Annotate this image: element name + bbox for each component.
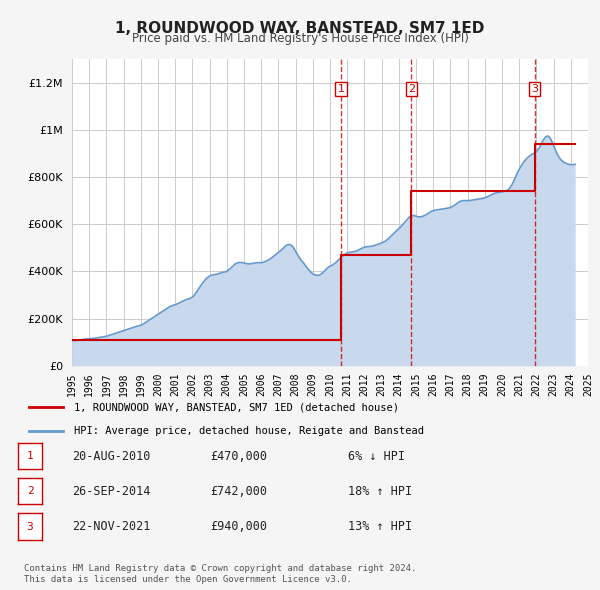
- Text: 1: 1: [26, 451, 34, 461]
- Text: Contains HM Land Registry data © Crown copyright and database right 2024.: Contains HM Land Registry data © Crown c…: [24, 565, 416, 573]
- Text: 20-AUG-2010: 20-AUG-2010: [72, 450, 151, 463]
- Text: 6% ↓ HPI: 6% ↓ HPI: [348, 450, 405, 463]
- Text: Price paid vs. HM Land Registry's House Price Index (HPI): Price paid vs. HM Land Registry's House …: [131, 32, 469, 45]
- Text: 1, ROUNDWOOD WAY, BANSTEAD, SM7 1ED: 1, ROUNDWOOD WAY, BANSTEAD, SM7 1ED: [115, 21, 485, 35]
- Text: 18% ↑ HPI: 18% ↑ HPI: [348, 485, 412, 498]
- Text: 1: 1: [337, 84, 344, 94]
- Text: 26-SEP-2014: 26-SEP-2014: [72, 485, 151, 498]
- Text: 3: 3: [531, 84, 538, 94]
- Text: 22-NOV-2021: 22-NOV-2021: [72, 520, 151, 533]
- Text: £742,000: £742,000: [210, 485, 267, 498]
- Text: 2: 2: [408, 84, 415, 94]
- Text: 3: 3: [26, 522, 34, 532]
- Text: HPI: Average price, detached house, Reigate and Banstead: HPI: Average price, detached house, Reig…: [74, 425, 424, 435]
- Text: 1, ROUNDWOOD WAY, BANSTEAD, SM7 1ED (detached house): 1, ROUNDWOOD WAY, BANSTEAD, SM7 1ED (det…: [74, 402, 400, 412]
- Text: This data is licensed under the Open Government Licence v3.0.: This data is licensed under the Open Gov…: [24, 575, 352, 584]
- Text: 2: 2: [26, 486, 34, 496]
- Text: 13% ↑ HPI: 13% ↑ HPI: [348, 520, 412, 533]
- Text: £470,000: £470,000: [210, 450, 267, 463]
- Text: £940,000: £940,000: [210, 520, 267, 533]
